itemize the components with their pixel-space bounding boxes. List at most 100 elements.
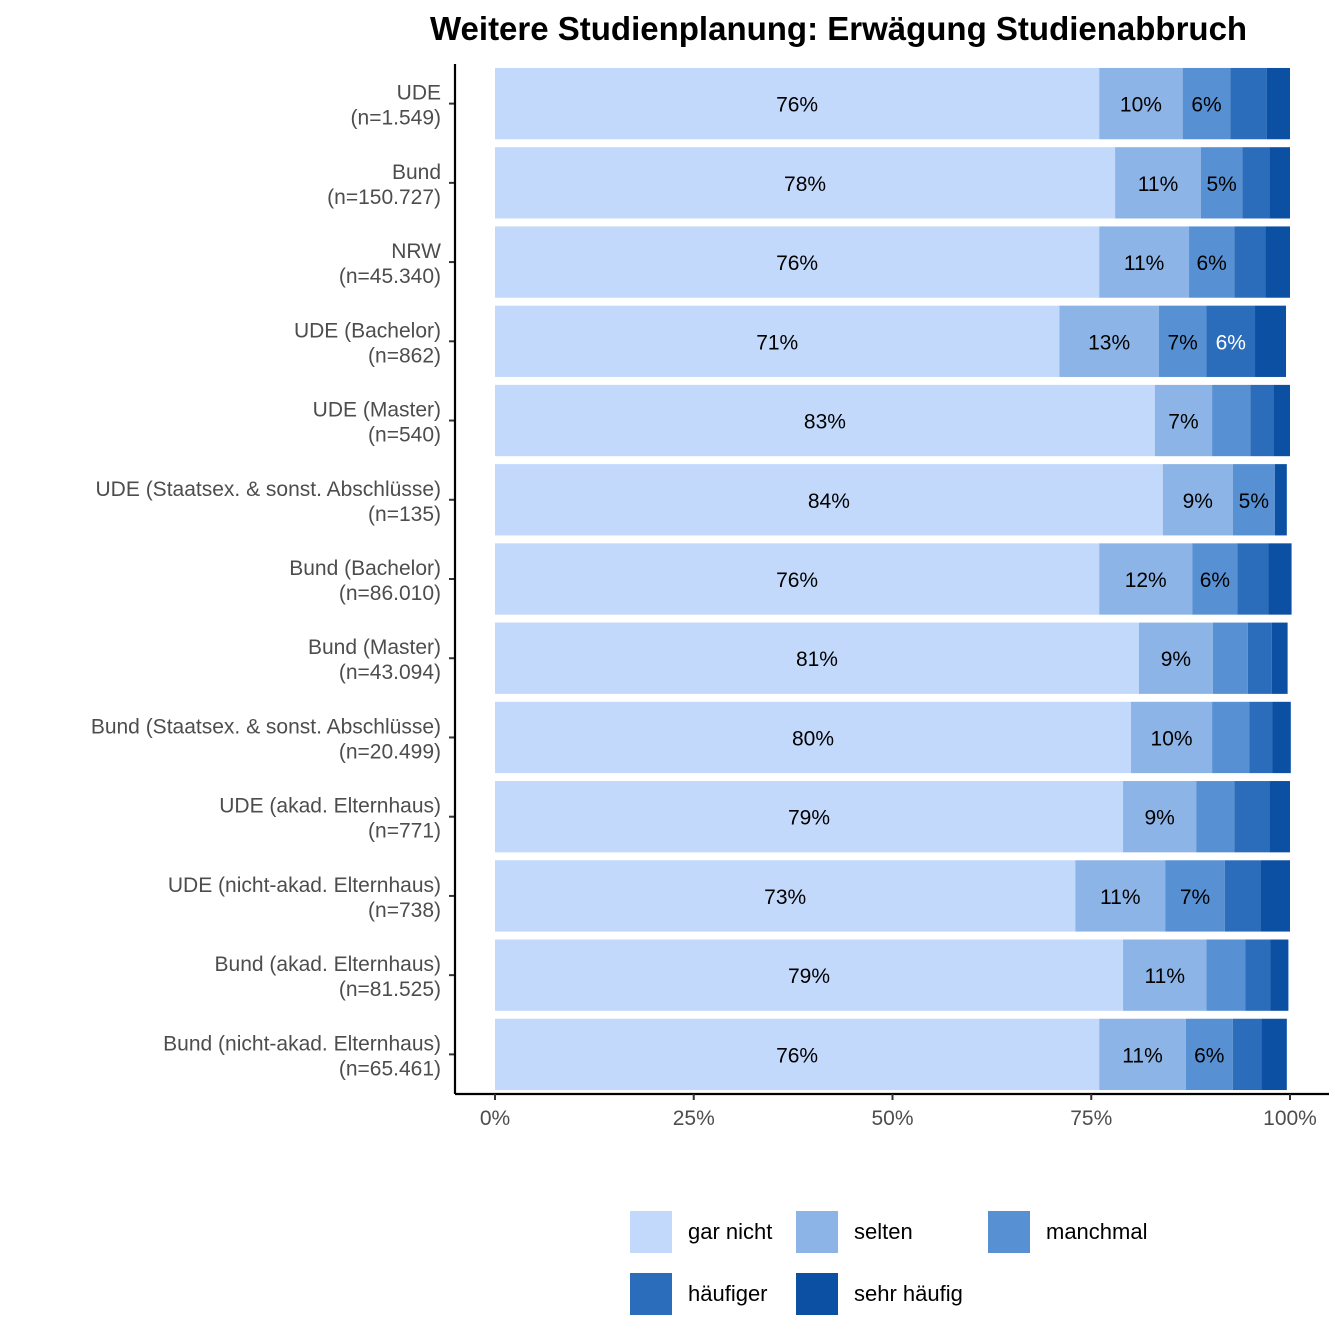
bar-value-label: 76% — [776, 569, 818, 592]
bar-segment — [1192, 543, 1238, 615]
legend-item: sehr häufig — [796, 1272, 963, 1316]
bar-value-label: 78% — [784, 173, 826, 196]
bar-segment — [1123, 939, 1207, 1011]
bar-value-label: 79% — [788, 807, 830, 830]
y-tick-label: UDE (Staatsex. & sonst. Abschlüsse) — [96, 478, 441, 501]
bar-segment — [1269, 147, 1290, 219]
y-tick-label-n: (n=1.549) — [351, 107, 441, 130]
bar-segment — [1185, 1018, 1233, 1091]
bar-segment — [495, 622, 1139, 694]
bar-value-label: 11% — [1138, 173, 1178, 196]
bar-segment — [1123, 781, 1197, 853]
bar-segment — [1165, 860, 1225, 932]
x-tick-label: 75% — [1070, 1107, 1112, 1130]
bar-segment — [1099, 226, 1190, 298]
bar-segment — [1138, 622, 1213, 694]
legend-label: sehr häufig — [854, 1281, 963, 1306]
legend-swatch — [796, 1211, 838, 1253]
legend-item: manchmal — [988, 1210, 1147, 1254]
bar-segment — [1206, 939, 1246, 1011]
bar-value-label: 12% — [1125, 569, 1167, 592]
bar-segment — [1099, 67, 1183, 140]
bar-value-label: 11% — [1145, 965, 1185, 988]
bar-value-label: 76% — [776, 1044, 818, 1067]
y-tick-label-n: (n=43.094) — [339, 661, 441, 684]
bar-segment — [1200, 147, 1243, 219]
bars-layer — [495, 67, 1292, 1091]
bar-value-label: 5% — [1206, 173, 1236, 196]
bar-segment — [1158, 305, 1207, 377]
legend-swatch — [630, 1211, 672, 1253]
bar-value-label: 7% — [1167, 331, 1197, 354]
bar-segment — [1272, 701, 1291, 774]
bar-segment — [1234, 226, 1266, 298]
bar-segment — [1131, 701, 1213, 774]
bar-segment — [495, 939, 1124, 1011]
y-tick-label: Bund (Master) — [308, 636, 441, 659]
data-labels-layer: 76% 10% 6% 78% 11% 5% 76% 11% 6% 71% 13% 7% 6% 83% 7% 8… — [756, 94, 1269, 1068]
bar-segment — [1232, 464, 1275, 536]
legend-swatch — [630, 1273, 672, 1315]
bar-segment — [495, 147, 1116, 219]
bar-value-label: 7% — [1180, 886, 1210, 909]
bar-segment — [1242, 147, 1270, 219]
y-tick-label: UDE (nicht-akad. Elternhaus) — [168, 874, 441, 897]
bar-segment — [1249, 701, 1273, 774]
bar-segment — [1245, 939, 1271, 1011]
bar-segment — [1212, 701, 1250, 774]
bar-value-label: 6% — [1197, 252, 1227, 275]
bar-segment — [1212, 622, 1248, 694]
bar-segment — [1265, 226, 1290, 298]
bar-segment — [495, 464, 1163, 536]
axes-layer: UDE(n=1.549) Bund(n=150.727) NRW(n=45.340)… — [91, 64, 1329, 1130]
legend-swatch — [988, 1211, 1030, 1253]
bar-value-label: 6% — [1191, 94, 1221, 117]
bar-value-label: 80% — [792, 727, 834, 750]
bar-value-label: 81% — [796, 648, 838, 671]
bar-segment — [1268, 543, 1292, 615]
bar-segment — [495, 701, 1131, 774]
bar-segment — [1099, 1018, 1186, 1091]
y-tick-label: Bund (nicht-akad. Elternhaus) — [163, 1032, 441, 1055]
bar-segment — [1269, 781, 1290, 853]
bar-segment — [1260, 860, 1290, 932]
bar-value-label: 76% — [776, 94, 818, 117]
bar-segment — [1099, 543, 1193, 615]
bar-segment — [1182, 67, 1231, 140]
y-tick-label-n: (n=20.499) — [339, 740, 441, 763]
y-tick-label: Bund (Staatsex. & sonst. Abschlüsse) — [91, 715, 441, 738]
y-tick-label-n: (n=45.340) — [339, 265, 441, 288]
bar-value-label: 11% — [1124, 252, 1164, 275]
legend-item: häufiger — [630, 1272, 768, 1316]
bar-segment — [1154, 384, 1213, 457]
bar-segment — [1232, 1018, 1262, 1091]
y-tick-label-n: (n=150.727) — [327, 186, 441, 209]
legend-item: gar nicht — [630, 1210, 772, 1254]
bar-segment — [495, 384, 1155, 457]
legend: gar nicht selten manchmal häufiger sehr … — [630, 1210, 1270, 1320]
bar-value-label: 9% — [1161, 648, 1191, 671]
bar-segment — [495, 781, 1124, 853]
bar-segment — [1230, 67, 1267, 140]
bar-value-label: 71% — [756, 331, 798, 354]
bar-value-label: 13% — [1088, 331, 1130, 354]
bar-segment — [495, 305, 1060, 377]
bar-value-label: 6% — [1194, 1044, 1224, 1067]
bar-segment — [1237, 543, 1269, 615]
bar-segment — [1234, 781, 1270, 853]
x-tick-label: 25% — [673, 1107, 715, 1130]
legend-swatch — [796, 1273, 838, 1315]
y-tick-label-n: (n=862) — [368, 344, 441, 367]
bar-segment — [1255, 305, 1287, 377]
bar-value-label: 7% — [1168, 411, 1198, 434]
bar-segment — [495, 860, 1076, 932]
bar-value-label: 11% — [1100, 886, 1140, 909]
bar-segment — [1271, 622, 1288, 694]
bar-segment — [495, 1018, 1100, 1091]
y-tick-label-n: (n=65.461) — [339, 1057, 441, 1080]
legend-label: manchmal — [1046, 1219, 1148, 1244]
bar-segment — [1250, 384, 1274, 457]
y-tick-label: UDE (Bachelor) — [294, 319, 441, 342]
legend-label: häufiger — [688, 1281, 768, 1306]
